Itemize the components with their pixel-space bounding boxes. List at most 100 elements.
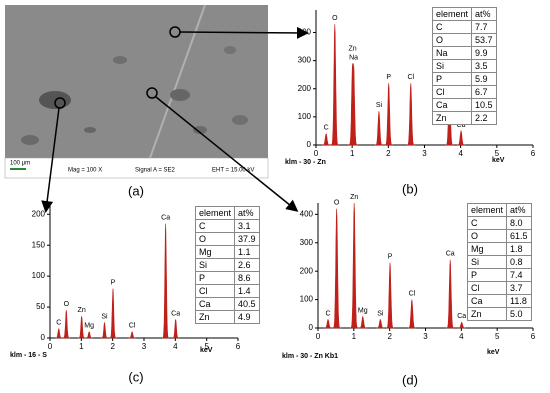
peak-label: Ca: [457, 122, 466, 129]
table-cell: 10.5: [471, 98, 497, 112]
peak-label: P: [388, 254, 393, 261]
table-row: Si 0.8: [466, 255, 532, 269]
peak-label: O: [332, 15, 338, 22]
table-cell: at%: [471, 7, 497, 21]
table-row: Si 3.5: [431, 59, 497, 73]
table-cell: Mg: [194, 245, 236, 259]
x-tick-label: 3: [423, 332, 428, 341]
y-tick-label: 200: [32, 209, 46, 218]
table-cell: 37.9: [234, 232, 260, 246]
table-row: C 3.1: [194, 219, 260, 233]
peak: [161, 223, 170, 339]
peak: [62, 310, 71, 339]
x-tick-label: 1: [352, 332, 357, 341]
y-tick-label: 0: [309, 323, 314, 332]
peak: [349, 202, 359, 329]
table-cell: 3.7: [506, 281, 532, 295]
table-cell: 2.2: [471, 111, 497, 125]
x-tick-label: 3: [422, 149, 427, 158]
peak-label: C: [324, 125, 329, 132]
table-cell: 5.0: [506, 307, 532, 321]
x-tick-label: 6: [531, 332, 536, 341]
table-row: Cl 1.4: [194, 284, 260, 298]
table-row: O 53.7: [431, 33, 497, 47]
peak-label: Zn: [350, 194, 358, 201]
x-tick-label: 1: [350, 149, 355, 158]
x-tick-label: 3: [142, 342, 147, 351]
x-tick-label: 2: [110, 342, 115, 351]
table-cell: Zn: [431, 111, 473, 125]
table-cell: at%: [234, 206, 260, 220]
x-tick-label: 0: [48, 342, 53, 351]
x-axis-label: keV: [200, 347, 213, 354]
peak-label: Ca: [161, 214, 170, 221]
table-row: Zn 2.2: [431, 111, 497, 125]
composition-table: element at% C 7.7 O 53.7 Na 9.9 Si 3.5 P 5.9 Cl 6.7 Ca…: [431, 7, 497, 125]
x-tick-label: 5: [495, 149, 500, 158]
x-tick-label: 5: [204, 342, 209, 351]
x-tick-label: 6: [531, 149, 536, 158]
peak-label: Ca: [446, 251, 455, 258]
table-cell: 8.0: [506, 216, 532, 230]
peak-label: Ca: [457, 313, 466, 320]
eht: EHT = 15.00 kV: [212, 168, 254, 174]
spectrum-title: klm - 30 - Zn Kb1: [282, 353, 338, 360]
magnification: Mag = 100 X: [68, 168, 102, 174]
table-row: element at%: [466, 203, 532, 217]
y-tick-label: 50: [36, 302, 45, 311]
table-cell: 3.5: [471, 59, 497, 73]
table-cell: 4.9: [234, 310, 260, 324]
x-tick-label: 5: [495, 332, 500, 341]
table-cell: Si: [431, 59, 473, 73]
peak-label: Cl: [407, 74, 414, 81]
peak-label: Cl: [409, 290, 416, 297]
peak-label: Si: [377, 310, 384, 317]
table-cell: element: [431, 7, 473, 21]
table-cell: 3.1: [234, 219, 260, 233]
x-tick-label: 4: [458, 149, 463, 158]
composition-table: element at% C 8.0 O 61.5 Mg 1.8 Si 0.8 P 7.4 Cl 3.7 Ca…: [466, 203, 532, 321]
table-cell: C: [194, 219, 236, 233]
table-cell: C: [466, 216, 508, 230]
caption: (c): [128, 369, 143, 384]
peak: [358, 315, 368, 329]
table-row: P 7.4: [466, 268, 532, 282]
table-row: Na 9.9: [431, 46, 497, 60]
y-tick-label: 100: [300, 295, 314, 304]
table-cell: element: [194, 206, 236, 220]
peak: [456, 129, 466, 146]
peak: [445, 259, 455, 329]
table-cell: Zn: [194, 310, 236, 324]
arrows: [41, 26, 309, 213]
table-cell: Si: [194, 258, 236, 272]
table-cell: 61.5: [506, 229, 532, 243]
peak: [55, 327, 63, 339]
x-tick-label: 2: [387, 332, 392, 341]
table-cell: 1.4: [234, 284, 260, 298]
table-cell: O: [466, 229, 508, 243]
sem-image: 100 μm Mag = 100 X Signal A = SE2 EHT = …: [4, 4, 269, 179]
table-row: C 7.7: [431, 20, 497, 34]
x-tick-label: 0: [316, 332, 321, 341]
table-cell: Si: [466, 255, 508, 269]
table-cell: Cl: [466, 281, 508, 295]
table-cell: P: [194, 271, 236, 285]
table-cell: element: [466, 203, 508, 217]
x-tick-label: 1: [79, 342, 84, 351]
y-tick-label: 300: [300, 238, 314, 247]
peak-label: Na: [349, 54, 358, 61]
peak-label: Si: [376, 102, 383, 109]
table-cell: Ca: [194, 297, 236, 311]
x-tick-label: 2: [386, 149, 391, 158]
y-tick-label: 200: [298, 84, 312, 93]
table-row: O 37.9: [194, 232, 260, 246]
peak: [384, 83, 393, 146]
peak-label: Si: [101, 313, 108, 320]
peak-label: Mg: [84, 323, 94, 330]
table-cell: 11.8: [506, 294, 532, 308]
table-row: Mg 1.8: [466, 242, 532, 256]
peak: [128, 331, 136, 339]
table-cell: 2.6: [234, 258, 260, 272]
spectrum-title: klm - 30 - Zn: [285, 159, 326, 166]
